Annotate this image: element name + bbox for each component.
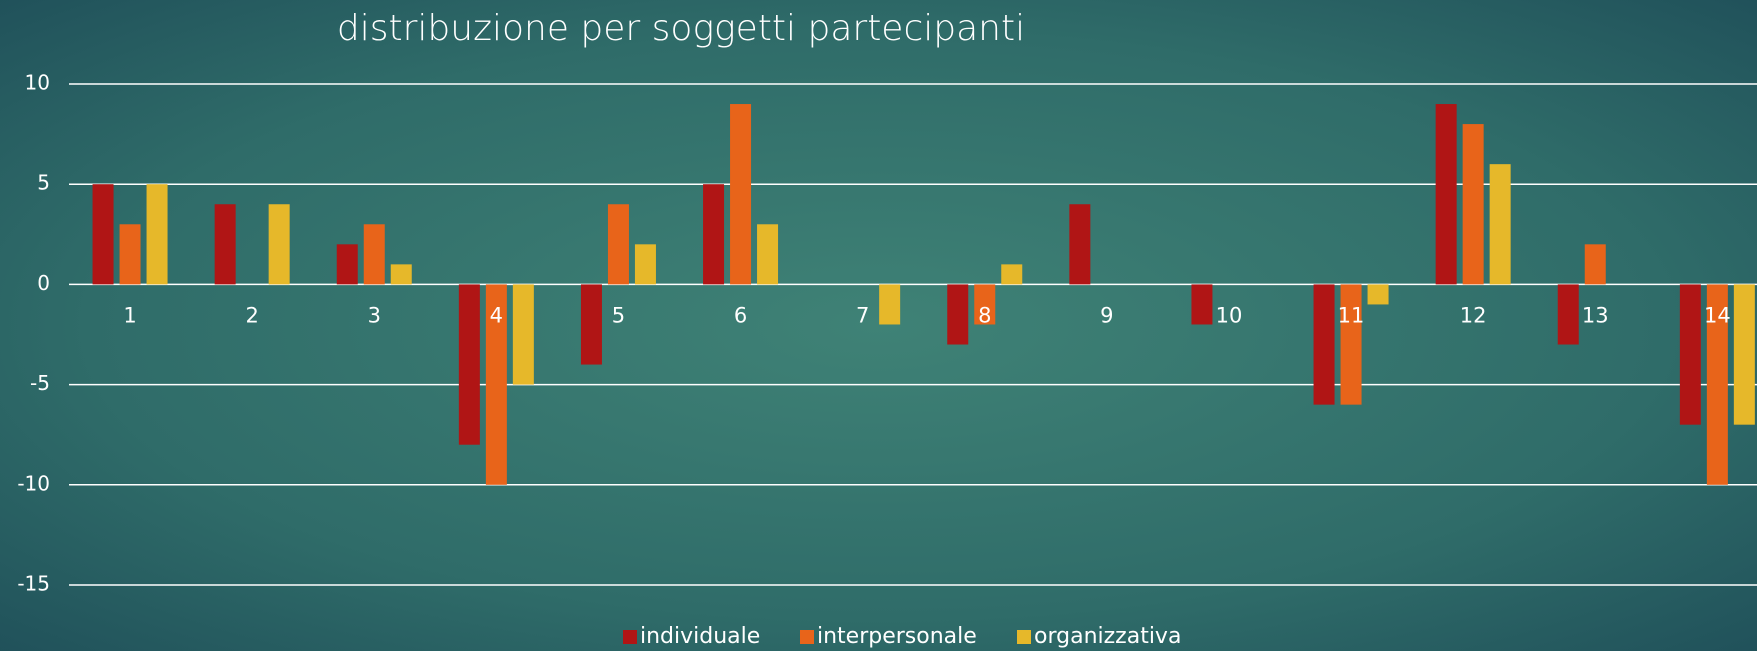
bar bbox=[1367, 284, 1389, 305]
bar bbox=[634, 244, 656, 285]
chart-title: distribuzione per soggetti partecipanti bbox=[337, 8, 1025, 49]
bar bbox=[1584, 244, 1606, 285]
x-tick-label: 4 bbox=[490, 303, 503, 327]
bar bbox=[458, 284, 480, 445]
bar bbox=[1679, 284, 1701, 425]
x-tick-label: 7 bbox=[856, 303, 869, 327]
bar bbox=[1069, 204, 1091, 285]
legend: individuale interpersonale organizzativa bbox=[623, 624, 1181, 649]
y-tick-label: 0 bbox=[37, 271, 50, 295]
bar bbox=[1489, 164, 1511, 285]
legend-swatch bbox=[623, 630, 637, 644]
x-tick-label: 10 bbox=[1216, 303, 1243, 327]
legend-label: organizzativa bbox=[1034, 624, 1181, 649]
legend-label: interpersonale bbox=[817, 624, 977, 649]
bar bbox=[1706, 284, 1728, 485]
x-tick-label: 1 bbox=[123, 303, 136, 327]
legend-swatch bbox=[800, 630, 814, 644]
legend-swatch bbox=[1017, 630, 1031, 644]
bar bbox=[1191, 284, 1213, 325]
x-tick-label: 11 bbox=[1338, 303, 1365, 327]
bar bbox=[336, 244, 358, 285]
bar bbox=[1313, 284, 1335, 405]
bar bbox=[607, 204, 629, 285]
bar bbox=[119, 224, 141, 285]
bar bbox=[390, 264, 412, 285]
x-tick-label: 3 bbox=[368, 303, 381, 327]
bar bbox=[879, 284, 901, 325]
bar bbox=[214, 204, 236, 285]
bar bbox=[146, 184, 168, 285]
y-tick-label: -5 bbox=[30, 371, 50, 395]
bar bbox=[1340, 284, 1362, 405]
y-tick-label: -15 bbox=[17, 572, 50, 596]
bar bbox=[1557, 284, 1579, 345]
x-tick-label: 2 bbox=[245, 303, 258, 327]
bar bbox=[757, 224, 779, 285]
bar bbox=[363, 224, 385, 285]
y-tick-label: -10 bbox=[17, 471, 50, 495]
bar bbox=[1001, 264, 1023, 285]
bar bbox=[703, 184, 725, 285]
x-tick-label: 6 bbox=[734, 303, 747, 327]
y-tick-label: 10 bbox=[25, 71, 50, 95]
bar bbox=[974, 284, 996, 325]
bar bbox=[1733, 284, 1755, 425]
x-tick-label: 14 bbox=[1704, 303, 1731, 327]
legend-label: individuale bbox=[640, 624, 760, 649]
bar bbox=[1462, 124, 1484, 285]
bar bbox=[512, 284, 534, 385]
y-tick-label: 5 bbox=[37, 171, 50, 195]
bar bbox=[580, 284, 602, 365]
bar bbox=[730, 104, 752, 285]
bar bbox=[92, 184, 114, 285]
bar bbox=[268, 204, 290, 285]
bar bbox=[485, 284, 507, 485]
bars bbox=[92, 104, 1755, 485]
bar bbox=[1435, 104, 1457, 285]
x-tick-label: 5 bbox=[612, 303, 625, 327]
x-tick-label: 12 bbox=[1460, 303, 1487, 327]
x-tick-label: 8 bbox=[978, 303, 991, 327]
x-tick-label: 9 bbox=[1100, 303, 1113, 327]
x-tick-label: 13 bbox=[1582, 303, 1609, 327]
bar bbox=[947, 284, 969, 345]
